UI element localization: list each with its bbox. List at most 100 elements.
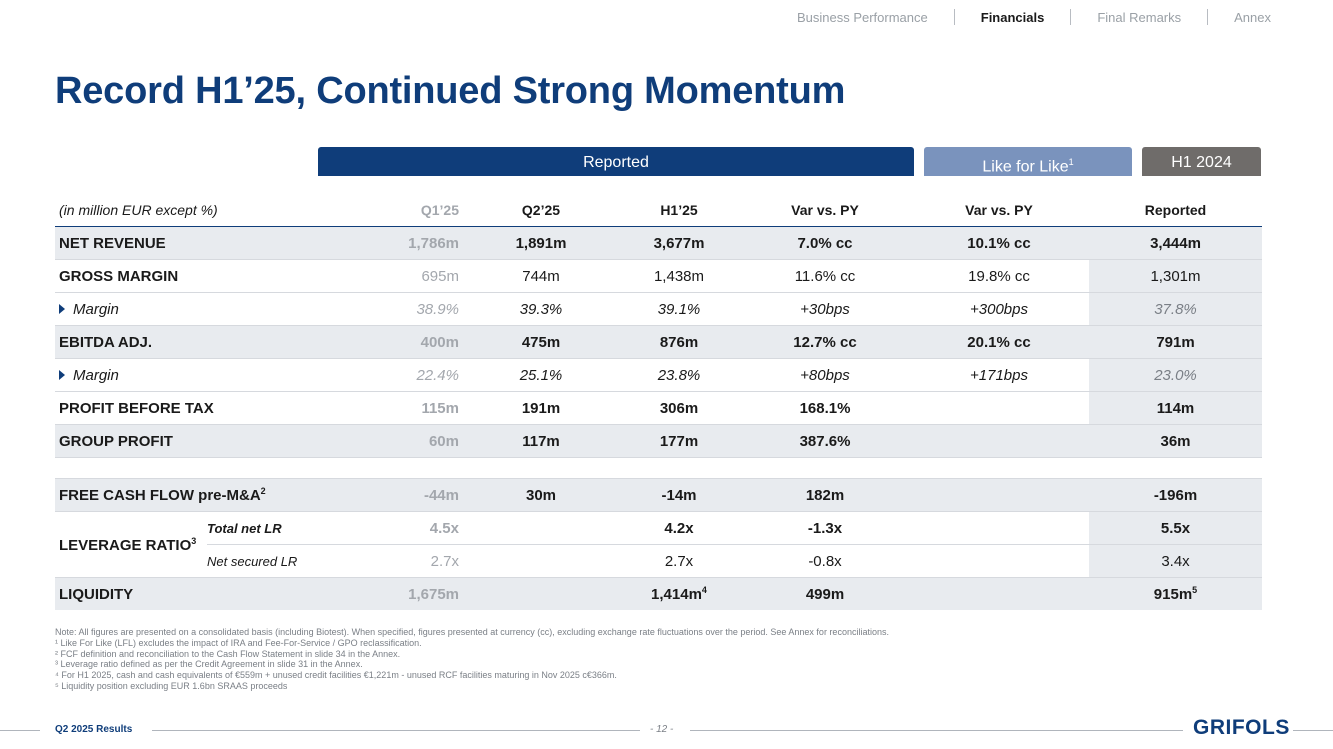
nav-separator: [1207, 9, 1209, 25]
cell-h1: 177m: [617, 424, 741, 458]
cell-h1-2024: 37.8%: [1089, 292, 1262, 326]
col-header-q2: Q2’25: [465, 194, 617, 227]
row-label-fcf: FREE CASH FLOW pre-M&A2: [55, 478, 315, 512]
row-label-margin: Margin: [55, 358, 315, 392]
footer-rule-middle-right: [690, 730, 1183, 731]
col-header-h1: H1’25: [617, 194, 741, 227]
table-row-profit-before-tax: PROFIT BEFORE TAX 115m 191m 306m 168.1% …: [55, 391, 1262, 425]
cell-q1: 695m: [315, 259, 465, 293]
footnotes: Note: All figures are presented on a con…: [55, 627, 889, 692]
cell-h1: -14m: [617, 478, 741, 512]
row-label: LEVERAGE RATIO: [59, 536, 192, 554]
cell-h1-2024: 1,301m: [1089, 259, 1262, 293]
cell-h1-2024: 791m: [1089, 325, 1262, 359]
table-row-ebitda-margin: Margin 22.4% 25.1% 23.8% +80bps +171bps …: [55, 358, 1262, 392]
cell-lfl: [909, 511, 1089, 545]
footer-rule-middle-left: [152, 730, 640, 731]
cell-q1: 1,675m: [315, 577, 465, 610]
cell-q1: 400m: [315, 325, 465, 359]
cell-q2: 191m: [465, 391, 617, 425]
cell-lfl: 19.8% cc: [909, 259, 1089, 293]
liquidity-footnote-ref-4: 4: [701, 585, 707, 595]
note-1: ¹ Like For Like (LFL) excludes the impac…: [55, 637, 422, 648]
cell-lfl: +300bps: [909, 292, 1089, 326]
cell-h1-2024: 36m: [1089, 424, 1262, 458]
cell-h1-2024: -196m: [1089, 478, 1262, 512]
nav-business-performance[interactable]: Business Performance: [796, 9, 928, 25]
cell-q1: 115m: [315, 391, 465, 425]
cell-var: -0.8x: [741, 544, 909, 578]
cell-h1-2024: 23.0%: [1089, 358, 1262, 392]
row-label: PROFIT BEFORE TAX: [55, 391, 315, 425]
cell-lfl: 20.1% cc: [909, 325, 1089, 359]
h1-2024-group-header: H1 2024: [1142, 147, 1261, 176]
cell-q1: -44m: [315, 478, 465, 512]
cell-h1: 3,677m: [617, 226, 741, 260]
row-label: GROSS MARGIN: [55, 259, 315, 293]
table-row-free-cash-flow: FREE CASH FLOW pre-M&A2 -44m 30m -14m 18…: [55, 478, 1262, 512]
cell-q2: 25.1%: [465, 358, 617, 392]
cell-q1: 1,786m: [315, 226, 465, 260]
cell-q2: 117m: [465, 424, 617, 458]
row-label: GROUP PROFIT: [55, 424, 315, 458]
cell-q2: 39.3%: [465, 292, 617, 326]
cell-h1-2024: 915m: [1153, 586, 1193, 603]
table-row-liquidity: LIQUIDITY 1,675m 1,414m4 499m 915m5: [55, 577, 1262, 610]
cell-var: +80bps: [741, 358, 909, 392]
table-row-ebitda: EBITDA ADJ. 400m 475m 876m 12.7% cc 20.1…: [55, 325, 1262, 359]
nav-financials[interactable]: Financials: [980, 9, 1045, 25]
cell-h1: 306m: [617, 391, 741, 425]
nav-separator: [1070, 9, 1072, 25]
cell-q2: [465, 511, 617, 545]
cell-h1: 4.2x: [617, 511, 741, 545]
footer-report-name: Q2 2025 Results: [55, 724, 133, 735]
grifols-logo: GRIFOLS: [1193, 716, 1290, 739]
col-header-reported: Reported: [1089, 194, 1262, 227]
cell-var: -1.3x: [741, 511, 909, 545]
cell-lfl: [909, 577, 1089, 610]
table-spacer-row: [55, 457, 1262, 479]
sub-label: Total net LR: [207, 511, 315, 545]
cell-var: 7.0% cc: [741, 226, 909, 260]
row-label: Margin: [73, 300, 119, 318]
note-4: ⁴ For H1 2025, cash and cash equivalents…: [55, 670, 617, 681]
footer-rule-right: [1293, 730, 1333, 731]
nav-annex[interactable]: Annex: [1234, 9, 1271, 25]
table-row-gross-margin: GROSS MARGIN 695m 744m 1,438m 11.6% cc 1…: [55, 259, 1262, 293]
reported-group-header: Reported: [318, 147, 914, 176]
table-row-leverage-secured: Net secured LR 2.7x 2.7x -0.8x 3.4x: [55, 544, 1262, 578]
cell-var: 11.6% cc: [741, 259, 909, 293]
note-main: Note: All figures are presented on a con…: [55, 627, 889, 637]
cell-q2: 744m: [465, 259, 617, 293]
unit-note: (in million EUR except %): [55, 194, 315, 227]
cell-q1: 22.4%: [315, 358, 465, 392]
cell-q1: 38.9%: [315, 292, 465, 326]
cell-lfl: [909, 424, 1089, 458]
row-label-margin: Margin: [55, 292, 315, 326]
nav-final-remarks[interactable]: Final Remarks: [1097, 9, 1182, 25]
table-row-leverage-total: LEVERAGE RATIO3 Total net LR 4.5x 4.2x -…: [55, 511, 1262, 578]
cell-var: 499m: [741, 577, 909, 610]
cell-h1: 39.1%: [617, 292, 741, 326]
caret-right-icon: [59, 303, 65, 314]
cell-h1: 2.7x: [617, 544, 741, 578]
cell-h1-2024: 114m: [1089, 391, 1262, 425]
cell-lfl: [909, 544, 1089, 578]
fcf-footnote-ref: 2: [260, 486, 266, 496]
cell-h1: 1,438m: [617, 259, 741, 293]
col-header-lfl-var: Var vs. PY: [909, 194, 1089, 227]
col-header-var: Var vs. PY: [741, 194, 909, 227]
cell-var: 182m: [741, 478, 909, 512]
cell-h1-2024: 5.5x: [1089, 511, 1262, 545]
lfl-header-label: Like for Like: [982, 158, 1069, 176]
cell-h1: 1,414m: [651, 586, 702, 603]
table-header-row: (in million EUR except %) Q1’25 Q2’25 H1…: [55, 194, 1262, 227]
footer-rule-left: [0, 730, 40, 731]
row-label: NET REVENUE: [55, 226, 315, 260]
cell-h1-wrap: 1,414m4: [617, 577, 741, 610]
cell-h1: 23.8%: [617, 358, 741, 392]
cell-h1: 876m: [617, 325, 741, 359]
caret-right-icon: [59, 369, 65, 380]
cell-q2: [465, 577, 617, 610]
note-5: ⁵ Liquidity position excluding EUR 1.6bn…: [55, 680, 288, 691]
